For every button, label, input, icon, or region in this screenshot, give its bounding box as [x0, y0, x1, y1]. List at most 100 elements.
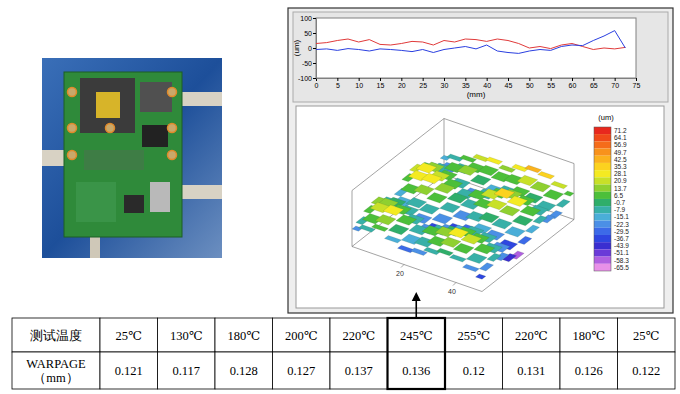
- color-bar-swatch: [594, 257, 611, 264]
- x-tick-label: 25: [419, 82, 427, 89]
- x-tick-mark: [444, 78, 445, 81]
- table-cell: [618, 352, 676, 389]
- surface-cell: [375, 215, 396, 226]
- color-bar-swatch: [594, 228, 611, 235]
- color-bar-label: -58.3: [614, 257, 629, 264]
- y-axis-line: [313, 19, 317, 79]
- table-cell: [273, 352, 331, 389]
- color-bar-swatch: [594, 264, 611, 271]
- box-edge: [352, 191, 353, 247]
- surface-cell: [492, 219, 513, 230]
- x-tick-mark: [401, 78, 402, 81]
- table-text: 测试温度: [30, 328, 82, 343]
- table-cell: [560, 352, 618, 389]
- color-bar-label: 20.9: [614, 177, 627, 184]
- y-tick-mark: [313, 18, 316, 19]
- surface-cell: [440, 202, 461, 213]
- surface-cell: [479, 263, 493, 271]
- color-bar-swatch: [594, 249, 611, 256]
- surface-cell: [525, 225, 539, 233]
- surface-tick-mark: [401, 265, 404, 268]
- surface-cell: [520, 206, 541, 217]
- color-bar-label: 56.9: [614, 141, 627, 148]
- x-tick: 50: [526, 78, 534, 89]
- arrow-head: [412, 292, 421, 301]
- surface-tick-label: 20: [396, 270, 404, 277]
- table-text: （mm）: [33, 371, 78, 385]
- x-tick: 25: [419, 78, 427, 89]
- chip: [96, 92, 120, 118]
- y-tick-mark: [313, 48, 316, 49]
- x-tick-mark: [465, 78, 466, 81]
- color-bar-swatch: [594, 177, 611, 184]
- table-cell: [158, 352, 216, 389]
- surface-cell: [457, 165, 478, 176]
- surface-cells: [352, 154, 574, 279]
- highlight-box: [388, 318, 446, 389]
- socket: [80, 78, 135, 133]
- series-line: [316, 31, 625, 54]
- x-axis-title: (mm): [467, 90, 486, 99]
- color-bar-swatch: [594, 199, 611, 206]
- x-tick: 40: [483, 78, 491, 89]
- x-tick-label: 70: [611, 82, 619, 89]
- surface-cell: [512, 215, 533, 226]
- color-bar-label: 64.1: [614, 134, 627, 141]
- table-cell: [12, 318, 100, 352]
- line-panel: [293, 12, 668, 102]
- table-text: 0.128: [230, 364, 258, 378]
- color-bar-label: -65.5: [614, 264, 629, 271]
- x-tick-label: 50: [526, 82, 534, 89]
- table-cell: [158, 318, 216, 352]
- x-tick: 65: [590, 78, 598, 89]
- table-cell: [330, 318, 388, 352]
- table-cell: [503, 352, 561, 389]
- x-tick-mark: [636, 78, 637, 81]
- color-bar-frame: [594, 127, 611, 271]
- table-text: 0.121: [115, 364, 143, 378]
- y-tick-mark: [313, 33, 316, 34]
- surface-cell: [551, 181, 568, 189]
- series-group: [316, 31, 625, 54]
- table-text: 245℃: [400, 329, 433, 343]
- table-cell: [330, 352, 388, 389]
- table-cell: [388, 318, 446, 352]
- component: [84, 150, 144, 170]
- color-bar-label: 35.3: [614, 163, 627, 170]
- table-text: 255℃: [457, 329, 490, 343]
- plot-area: [316, 18, 636, 78]
- x-axis: 051015202530354045505560657075: [315, 78, 641, 89]
- surface-cell: [398, 245, 415, 253]
- y-tick-label: 50: [304, 30, 312, 37]
- box-edge: [482, 220, 574, 292]
- box-edge: [574, 164, 575, 220]
- x-tick-mark: [572, 78, 573, 81]
- surface-cell: [414, 185, 435, 196]
- color-bar-label: -15.1: [614, 213, 629, 220]
- table-text: 0.131: [517, 364, 545, 378]
- window-frame: [288, 8, 673, 313]
- surface-cell: [476, 274, 486, 279]
- x-tick-label: 20: [398, 82, 406, 89]
- table-text: 180℃: [572, 329, 605, 343]
- surface-cell: [507, 196, 528, 207]
- component: [124, 195, 144, 213]
- screw: [168, 88, 177, 97]
- arrow-shaft: [415, 300, 417, 317]
- surface-cell: [421, 173, 442, 184]
- surface-cell: [434, 183, 455, 194]
- surface-cell: [372, 224, 389, 232]
- color-bar-label: -7.9: [614, 206, 626, 213]
- x-tick-mark: [359, 78, 360, 81]
- surface-cell: [505, 227, 526, 238]
- x-tick-label: 30: [441, 82, 449, 89]
- surface-cell: [486, 157, 503, 165]
- color-bar-swatch: [594, 127, 611, 134]
- surface-cell: [463, 264, 480, 272]
- surface-cell: [530, 182, 551, 193]
- color-bar-swatch: [594, 141, 611, 148]
- color-bar-label: -29.5: [614, 228, 629, 235]
- box-edge: [352, 119, 444, 191]
- surface-cell: [533, 216, 547, 224]
- table-cell: [445, 352, 503, 389]
